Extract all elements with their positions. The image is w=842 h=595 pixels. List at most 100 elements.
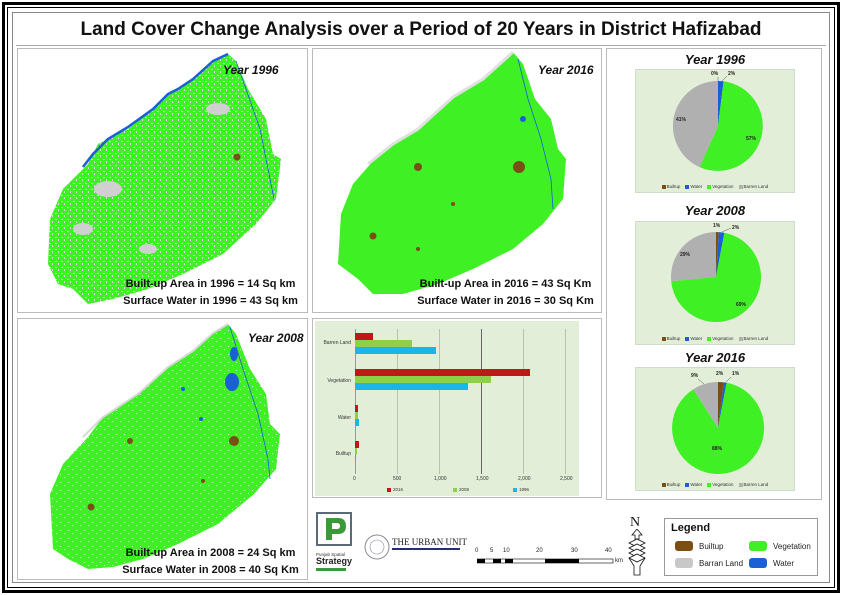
pie-legend: Builtup Water Vegetation Barren Land bbox=[636, 336, 794, 341]
pie-label-barren: 9% bbox=[691, 373, 699, 379]
pie-legend-item: Builtup bbox=[661, 336, 680, 341]
pie-legend-item: Vegetation bbox=[707, 184, 734, 189]
builtup-area-text: Built-up Area in 1996 = 14 Sq km bbox=[125, 278, 296, 290]
map-year-label: Year 2016 bbox=[538, 63, 594, 77]
punjab-spatial-strategy-logo: Punjab Spatial Strategy bbox=[316, 512, 354, 574]
axis-line bbox=[355, 329, 356, 474]
pie-label-barren: 41% bbox=[676, 117, 687, 123]
x-tick-label: 0 bbox=[353, 476, 356, 482]
pie-label-barren: 29% bbox=[680, 252, 691, 258]
surface-water-text: Surface Water in 2016 = 30 Sq Km bbox=[417, 295, 594, 307]
district-map-1996 bbox=[48, 52, 281, 304]
district-map-2008 bbox=[50, 323, 280, 569]
punjab-logo-line1: Punjab Spatial bbox=[316, 552, 346, 557]
north-arrow: N bbox=[626, 515, 648, 579]
pie-legend-item: Barren Land bbox=[738, 336, 768, 341]
pie-legend: Builtup Water Vegetation Barren Land bbox=[636, 482, 794, 487]
pie-legend-item: Water bbox=[685, 482, 702, 487]
urban-unit-text: THE URBAN UNIT bbox=[392, 537, 467, 547]
pie-legend-item: Builtup bbox=[661, 482, 680, 487]
bar-vegetation-2008 bbox=[355, 376, 491, 383]
north-label: N bbox=[630, 515, 641, 530]
map-legend: Legend Builtup Vegetation Barran Land Wa… bbox=[664, 518, 818, 576]
bar-vegetation-2016 bbox=[355, 369, 530, 376]
map-stats: Built-up Area in 2008 = 24 Sq km Surface… bbox=[113, 545, 308, 579]
pie-label-water: 1% bbox=[732, 371, 740, 377]
scale-unit: km bbox=[615, 558, 623, 564]
pie-title: Year 2008 bbox=[684, 203, 746, 218]
pie-chart-2016: 2% 1% 88% 9% Builtup Water Vegetation Ba… bbox=[635, 367, 795, 491]
pie-label-water: 2% bbox=[728, 71, 736, 77]
pie-block-2016: Year 2016 2% 1% 88% 9% Builtup Water Veg… bbox=[607, 349, 823, 499]
bar-barren-2016 bbox=[355, 333, 373, 340]
vegetation-swatch bbox=[749, 541, 767, 551]
north-arrow-icon bbox=[628, 529, 646, 576]
pie-label-vegetation: 88% bbox=[712, 446, 723, 452]
builtup-area-text: Built-up Area in 2008 = 24 Sq km bbox=[125, 547, 296, 559]
pie-legend-item: Builtup bbox=[661, 184, 680, 189]
pie-label-water: 2% bbox=[732, 225, 740, 231]
bar-category-label: Water bbox=[337, 415, 351, 421]
pie-label-vegetation: 69% bbox=[736, 302, 747, 308]
bar-water-2008 bbox=[355, 412, 358, 419]
bar-barren-2008 bbox=[355, 340, 412, 347]
pie-legend-item: Water bbox=[685, 184, 702, 189]
bar-legend-item: 2008 bbox=[453, 487, 469, 492]
gridline bbox=[565, 329, 566, 474]
bar-builtup-2016 bbox=[355, 441, 359, 448]
pie-chart-2008: 1% 2% 69% 29% Builtup Water Vegetation B… bbox=[635, 221, 795, 345]
legend-item-builtup: Builtup bbox=[675, 541, 723, 551]
page-title: Land Cover Change Analysis over a Period… bbox=[16, 14, 826, 46]
pie-legend: Builtup Water Vegetation Barren Land bbox=[636, 184, 794, 189]
map-panel-2016: Year 2016 Built-up Area in 2016 = 43 Sq … bbox=[312, 48, 602, 313]
pie-title: Year 1996 bbox=[684, 52, 746, 67]
pie-svg bbox=[672, 75, 763, 171]
builtup-area-text: Built-up Area in 2016 = 43 Sq Km bbox=[419, 278, 592, 290]
x-tick-label: 500 bbox=[393, 476, 402, 482]
x-tick-label: 1,000 bbox=[434, 476, 447, 482]
bar-builtup-2008 bbox=[355, 448, 357, 455]
bar-category-label: Builtup bbox=[335, 451, 351, 457]
pie-label-builtup: 0% bbox=[711, 71, 719, 77]
pie-svg bbox=[672, 376, 765, 475]
map-panel-1996: Year 1996 Built-up Area in 1996 = 14 Sq … bbox=[17, 48, 308, 313]
bar-water-1996 bbox=[355, 419, 359, 426]
pie-title: Year 2016 bbox=[684, 350, 746, 365]
punjab-logo-bar bbox=[316, 568, 346, 571]
x-tick-label: 1,500 bbox=[476, 476, 489, 482]
pie-label-builtup: 1% bbox=[713, 223, 721, 229]
legend-item-water: Water bbox=[749, 558, 794, 568]
gridline bbox=[439, 329, 440, 474]
urban-unit-underline bbox=[392, 548, 460, 550]
x-tick-label: 2,000 bbox=[518, 476, 531, 482]
pie-block-1996: Year 1996 0% 2% 57% 41% Builtup Water Ve… bbox=[607, 49, 823, 199]
bar-water-2016 bbox=[355, 405, 358, 412]
pie-label-builtup: 2% bbox=[716, 371, 724, 377]
punjab-logo-line2: Strategy bbox=[316, 556, 353, 566]
pie-legend-item: Barren Land bbox=[738, 184, 768, 189]
gridline bbox=[481, 329, 482, 474]
map-panel-2008: Year 2008 Built-up Area in 2008 = 24 Sq … bbox=[17, 318, 308, 580]
bar-category-label: Vegetation bbox=[327, 378, 351, 384]
pie-legend-item: Vegetation bbox=[707, 482, 734, 487]
legend-title: Legend bbox=[671, 522, 711, 534]
urban-unit-seal-icon bbox=[364, 534, 390, 560]
scale-bar-graphic bbox=[477, 558, 614, 564]
barren-land-swatch bbox=[675, 558, 693, 568]
bar-vegetation-1996 bbox=[355, 383, 468, 390]
bar-legend-item: 2016 bbox=[387, 487, 403, 492]
pie-block-2008: Year 2008 1% 2% 69% 29% Builtup Water Ve… bbox=[607, 201, 823, 346]
x-tick-label: 2,500 bbox=[560, 476, 573, 482]
gridline bbox=[397, 329, 398, 474]
water-swatch bbox=[749, 558, 767, 568]
map-stats: Built-up Area in 1996 = 14 Sq km Surface… bbox=[113, 276, 308, 310]
map-year-label: Year 1996 bbox=[223, 63, 279, 77]
outer-frame-inner bbox=[7, 7, 835, 588]
punjab-p-logo-icon bbox=[316, 512, 352, 546]
pie-chart-1996: 0% 2% 57% 41% Builtup Water Vegetation B… bbox=[635, 69, 795, 193]
surface-water-text: Surface Water in 2008 = 40 Sq Km bbox=[122, 564, 299, 576]
surface-water-text: Surface Water in 1996 = 43 Sq km bbox=[123, 295, 298, 307]
builtup-swatch bbox=[675, 541, 693, 551]
district-map-2016 bbox=[338, 50, 566, 294]
